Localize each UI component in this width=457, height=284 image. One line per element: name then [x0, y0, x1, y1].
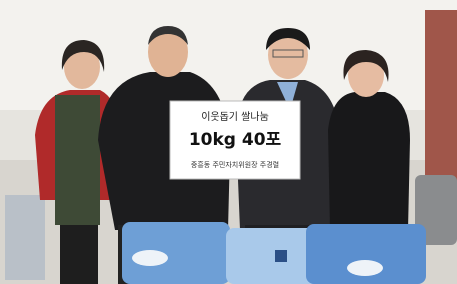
bag-print: [132, 250, 168, 266]
sign-donor: 중흥동 주민자치위원장 주경렬: [191, 160, 279, 169]
brick-wall: [425, 10, 457, 190]
sign-amount: 10kg 40포: [189, 130, 282, 150]
bag-pile: [5, 195, 45, 280]
photo: 이웃돕기 쌀나눔 10kg 40포 중흥동 주민자치위원장 주경렬: [0, 0, 457, 284]
sign-title: 이웃돕기 쌀나눔: [201, 111, 269, 123]
bag-print: [275, 250, 287, 262]
bag-print: [347, 260, 383, 276]
page: 이웃돕기 쌀나눔 10kg 40포 중흥동 주민자치위원장 주경렬 (() =>…: [0, 0, 457, 284]
rice-bags: [122, 222, 426, 284]
sign: 이웃돕기 쌀나눔 10kg 40포 중흥동 주민자치위원장 주경렬: [170, 101, 300, 179]
